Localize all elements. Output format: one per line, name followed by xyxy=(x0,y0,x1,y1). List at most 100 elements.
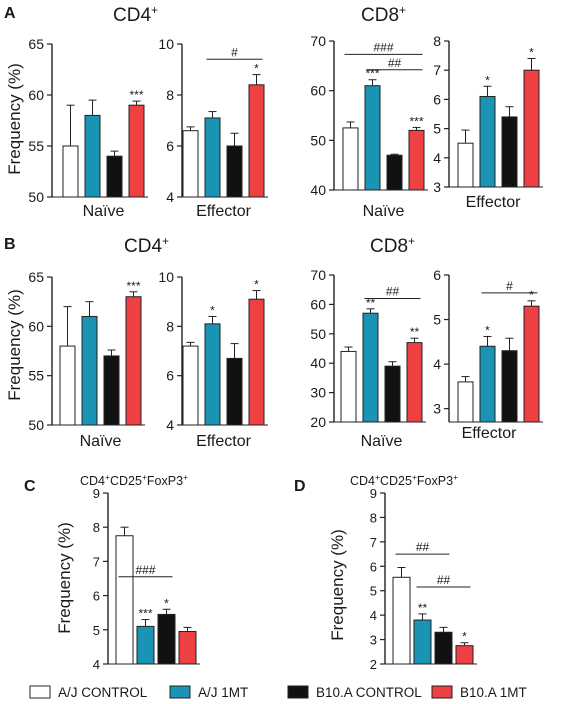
legend-label: A/J 1MT xyxy=(198,685,248,700)
x-axis-label: Naïve xyxy=(83,203,125,220)
y-tick-label: 4 xyxy=(166,189,174,205)
legend-item: A/J 1MT xyxy=(169,685,248,700)
x-axis-label: Effector xyxy=(196,203,252,220)
bar-b10-a-control xyxy=(157,613,176,665)
y-tick-label: 7 xyxy=(93,554,100,569)
bar-a-j-control xyxy=(340,350,357,423)
significance-label: *** xyxy=(409,114,423,128)
y-tick-label: 8 xyxy=(93,520,100,535)
significance-label: * xyxy=(164,596,169,610)
y-tick-label: 55 xyxy=(28,138,44,154)
legend-swatch xyxy=(169,685,191,699)
bar-b10-a-1mt xyxy=(178,631,197,665)
significance-label: *** xyxy=(365,67,379,81)
bar-b10-a-control xyxy=(386,154,403,191)
y-tick-label: 20 xyxy=(310,414,326,430)
bar-a-j-control xyxy=(457,142,474,188)
bar-b10-a-1mt xyxy=(248,84,265,198)
significance-label: ** xyxy=(366,296,376,310)
legend-swatch xyxy=(431,685,453,699)
y-tick-label: 6 xyxy=(166,138,174,154)
bracket-label: ## xyxy=(437,573,451,587)
bar-b10-a-1mt xyxy=(128,104,145,198)
bar-b10-a-1mt xyxy=(523,69,540,188)
y-tick-label: 4 xyxy=(433,356,441,372)
charts-layer: 50556065***Naïve46810*#Effector40506070*… xyxy=(28,33,543,672)
bracket-label: ### xyxy=(373,40,393,54)
chart-b-cd4-naive: 50 55 60 65 *** Naïve xyxy=(28,269,145,450)
y-tick-label: 50 xyxy=(28,417,44,433)
bar-a-j-control xyxy=(115,535,134,665)
panel-a-cd8-title: CD8+ xyxy=(361,3,406,26)
y-tick-label: 60 xyxy=(310,296,326,312)
legend-label: A/J CONTROL xyxy=(58,685,148,700)
significance-label: *** xyxy=(126,279,140,293)
panel-a-ylabel: Frequency (%) xyxy=(5,63,24,174)
y-tick-label: 40 xyxy=(310,182,326,198)
y-tick-label: 9 xyxy=(370,486,377,501)
legend-swatch xyxy=(287,685,309,699)
y-tick-label: 50 xyxy=(310,326,326,342)
significance-label: *** xyxy=(138,607,152,621)
bar-a-j-control xyxy=(182,130,199,198)
significance-label: * xyxy=(462,630,467,644)
y-tick-label: 10 xyxy=(158,36,174,52)
y-tick-label: 50 xyxy=(28,189,44,205)
significance-label: * xyxy=(210,303,215,317)
legend-swatch xyxy=(29,685,51,699)
bar-b10-a-control xyxy=(226,145,243,198)
chart-a-cd8-effector: 3 4 5 6 7 8 * * Effector xyxy=(433,33,543,211)
bar-a-j-1mt xyxy=(479,345,496,423)
significance-label: ** xyxy=(410,325,420,339)
y-tick-label: 3 xyxy=(433,401,441,417)
bar-b10-a-control xyxy=(226,357,243,426)
y-tick-label: 5 xyxy=(93,623,100,638)
significance-label: * xyxy=(485,323,490,337)
bar-a-j-1mt xyxy=(204,117,221,198)
chart-a-cd4-effector: 4 6 8 10 * # Effector xyxy=(158,36,268,220)
y-tick-label: 55 xyxy=(28,368,44,384)
bar-b10-a-1mt xyxy=(408,129,425,191)
panel-b-ylabel: Frequency (%) xyxy=(5,289,24,400)
legend-label: B10.A 1MT xyxy=(460,685,527,700)
bar-b10-a-control xyxy=(501,116,518,188)
y-tick-label: 30 xyxy=(310,385,326,401)
y-tick-label: 5 xyxy=(370,584,377,599)
bar-b10-a-control xyxy=(501,350,518,423)
bracket-label: ## xyxy=(386,285,400,299)
legend: A/J CONTROL A/J 1MT B10.A CONTROL B10.A 1MT xyxy=(29,685,527,700)
bracket-label: # xyxy=(506,279,513,293)
panel-c-ylabel: Frequency (%) xyxy=(55,522,74,633)
y-tick-label: 65 xyxy=(28,269,44,285)
significance-label: ** xyxy=(418,601,428,615)
y-tick-label: 6 xyxy=(166,368,174,384)
y-tick-label: 10 xyxy=(158,269,174,285)
bar-b10-a-control xyxy=(106,155,123,198)
y-tick-label: 2 xyxy=(370,657,377,672)
legend-item: A/J CONTROL xyxy=(29,685,148,700)
y-tick-label: 70 xyxy=(310,33,326,49)
bar-a-j-1mt xyxy=(136,625,155,665)
bar-a-j-control xyxy=(59,345,76,426)
x-axis-label: Effector xyxy=(466,194,522,211)
bracket-label: ## xyxy=(388,56,402,70)
bracket-label: # xyxy=(231,45,238,59)
legend-label: B10.A CONTROL xyxy=(316,685,422,700)
y-tick-label: 50 xyxy=(310,132,326,148)
legend-item: B10.A 1MT xyxy=(431,685,527,700)
panel-d-ylabel: Frequency (%) xyxy=(328,529,347,640)
y-tick-label: 60 xyxy=(28,87,44,103)
bar-a-j-control xyxy=(457,381,474,423)
y-tick-label: 70 xyxy=(310,267,326,283)
x-axis-label: Naïve xyxy=(363,203,405,220)
y-tick-label: 60 xyxy=(310,83,326,99)
bar-a-j-1mt xyxy=(204,323,221,426)
bar-a-j-control xyxy=(182,345,199,426)
y-tick-label: 8 xyxy=(166,318,174,334)
bar-b10-a-control xyxy=(384,365,401,423)
y-tick-label: 8 xyxy=(166,87,174,103)
y-tick-label: 3 xyxy=(370,633,377,648)
y-tick-label: 65 xyxy=(28,36,44,52)
